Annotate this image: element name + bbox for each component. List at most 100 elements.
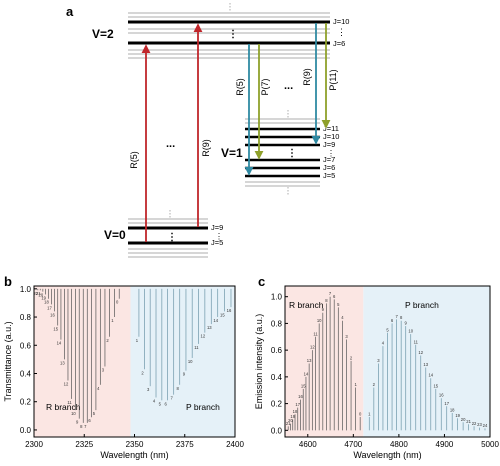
bar-label-P-16: 16	[227, 308, 232, 313]
bar-label-P-3: 3	[377, 358, 380, 363]
bar-label-P-5: 5	[159, 401, 162, 406]
v2-level-label-j6: J=6	[333, 39, 345, 48]
panel-c-emission-chart: cR branch P branch01234567891011121314151…	[254, 274, 499, 460]
x-tick-label: 5000	[481, 440, 499, 449]
v0-vdots: ⋮	[215, 232, 223, 241]
bar-label-P-9: 9	[183, 372, 186, 377]
x-tick-label: 2325	[75, 440, 93, 449]
bar-label-P-4: 4	[153, 398, 156, 403]
y-tick-label: 0.2	[20, 398, 32, 407]
bar-label-R-5: 5	[337, 302, 340, 307]
x-tick-label: 4700	[344, 440, 362, 449]
bar-label-R-4: 4	[97, 386, 100, 391]
emission-label-p7: P(7)	[260, 78, 270, 95]
x-tick-label: 2400	[226, 440, 244, 449]
v1-level-label-j10: J=10	[323, 132, 339, 141]
v1-manifold: V=1 J=11 J=10 J=9 ⋮ J=7 J=6 J=5 ⋮	[221, 118, 339, 187]
v2-center-vdots: ⋮	[228, 29, 238, 40]
region-label-r-branch: R branch	[289, 300, 324, 310]
bar-label-R-10: 10	[317, 318, 322, 323]
bar-label-P-8: 8	[400, 315, 403, 320]
y-tick-label: 0.8	[20, 313, 32, 322]
emission-label-r5: R(5)	[235, 78, 245, 96]
v1-label: V=1	[221, 146, 243, 160]
bar-label-P-1: 1	[136, 338, 139, 343]
bar-label-R-1: 1	[111, 318, 114, 323]
bar-label-R-3: 3	[102, 367, 105, 372]
bar-label-R-11: 11	[313, 331, 318, 336]
bar-label-R-2: 2	[350, 355, 353, 360]
panel-a-label: a	[66, 4, 74, 19]
y-tick-label: 0.8	[271, 319, 283, 328]
y-tick-label: 1.0	[271, 293, 283, 302]
bar-label-R-12: 12	[310, 345, 315, 350]
emission-label-p11: P(11)	[328, 69, 338, 90]
bar-label-R-22: 22	[33, 291, 38, 296]
region-label-p-branch: P branch	[405, 300, 439, 310]
v0-center-vdots: ⋮	[167, 232, 177, 243]
bar-label-R-21: 21	[286, 421, 291, 426]
panel-c-label: c	[258, 274, 265, 289]
x-tick-label: 2350	[126, 440, 144, 449]
bar-label-R-15: 15	[301, 383, 306, 388]
bar-label-R-9: 9	[322, 307, 325, 312]
bar-label-P-6: 6	[391, 318, 394, 323]
bar-label-R-9: 9	[76, 420, 79, 425]
bar-label-P-20: 20	[461, 417, 466, 422]
y-axis-title: Transmittance (a.u.)	[3, 321, 13, 401]
x-axis-title: Wavelength (nm)	[100, 450, 168, 460]
bar-label-P-21: 21	[466, 419, 471, 424]
bar-label-R-11: 11	[67, 400, 72, 405]
bar-label-R-18: 18	[293, 409, 298, 414]
panel-a-energy-diagram: a V=2 J=10 ⋮ J=6 ⋮	[66, 3, 349, 258]
bar-label-P-15: 15	[220, 312, 225, 317]
bar-label-R-7: 7	[84, 424, 87, 429]
v2-vdots: ⋮	[337, 27, 346, 37]
bar-label-R-13: 13	[307, 358, 312, 363]
bar-label-R-18: 18	[44, 300, 49, 305]
bar-label-P-12: 12	[201, 334, 206, 339]
x-tick-label: 2375	[176, 440, 194, 449]
v1-level-label-j6: J=6	[323, 163, 335, 172]
bar-label-R-12: 12	[64, 382, 69, 387]
bar-label-P-10: 10	[188, 359, 193, 364]
bar-label-P-7: 7	[395, 314, 398, 319]
region-p-branch	[130, 286, 235, 437]
v2-manifold: V=2 J=10 ⋮ J=6 ⋮	[92, 12, 349, 59]
v0-label: V=0	[104, 228, 126, 242]
v1-level-label-j11: J=11	[323, 124, 339, 133]
bar-label-R-21: 21	[36, 291, 41, 296]
absorption-label-r9: R(9)	[201, 139, 211, 157]
bar-label-R-14: 14	[57, 341, 62, 346]
bar-label-R-20: 20	[39, 293, 44, 298]
bar-label-P-12: 12	[418, 350, 423, 355]
bar-label-R-6: 6	[333, 294, 336, 299]
bar-label-R-8: 8	[325, 298, 328, 303]
bar-label-P-24: 24	[483, 423, 488, 428]
bar-label-P-14: 14	[428, 373, 433, 378]
v1-vdots: ⋮	[327, 149, 335, 158]
v2-level-label-j10: J=10	[333, 17, 349, 26]
bar-label-P-10: 10	[408, 329, 413, 334]
emission-ellipsis: ...	[284, 80, 293, 92]
v1-center-vdots: ⋮	[287, 148, 297, 159]
bar-label-R-8: 8	[80, 424, 83, 429]
v1-level-label-j7: J=7	[323, 155, 335, 164]
v0-manifold: V=0 J=9 ⋮ J=5 ⋮	[104, 218, 223, 258]
v0-level-label-j5: J=5	[211, 238, 223, 247]
v1-level-label-j5: J=5	[323, 171, 335, 180]
bar-label-P-11: 11	[414, 339, 419, 344]
region-label-r-branch: R branch	[46, 402, 81, 412]
bar-label-P-7: 7	[171, 396, 174, 401]
absorption-ellipsis: ...	[166, 138, 175, 150]
v1-level-label-j9: J=9	[323, 140, 335, 149]
bar-label-P-16: 16	[439, 393, 444, 398]
y-tick-label: 0.6	[271, 346, 283, 355]
bar-label-R-2: 2	[106, 338, 109, 343]
bar-label-P-6: 6	[164, 401, 167, 406]
bar-label-P-14: 14	[213, 318, 218, 323]
bar-label-R-16: 16	[50, 312, 55, 317]
y-tick-label: 0.0	[271, 426, 283, 435]
bar-label-R-19: 19	[290, 414, 295, 419]
